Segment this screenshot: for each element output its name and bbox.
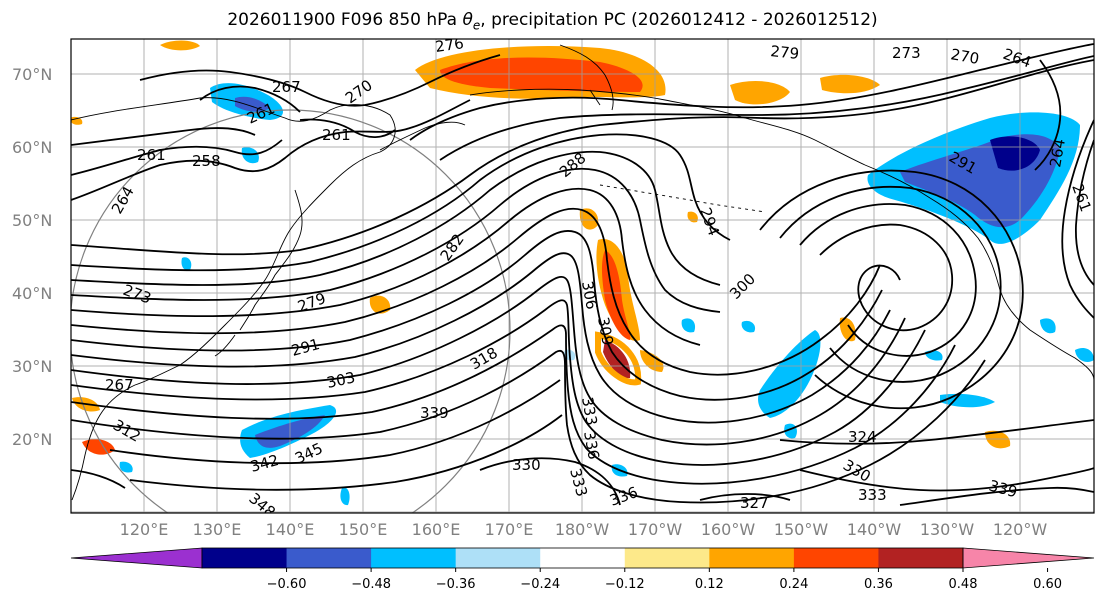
colorbar-cell xyxy=(709,548,795,568)
colorbar-outline xyxy=(201,547,964,569)
latitude-labels: 70°N 60°N 50°N 40°N 30°N 20°N xyxy=(12,65,52,449)
contour-label-261-w: 261 xyxy=(137,146,166,164)
contour-label-327: 327 xyxy=(740,494,769,512)
colorbar-tick-label: −0.24 xyxy=(520,577,560,592)
lon-label-120e: 120°E xyxy=(120,520,169,539)
lon-label-150w: 150°W xyxy=(774,520,829,539)
lon-label-170e: 170°E xyxy=(485,520,534,539)
colorbar-tick-label: −0.60 xyxy=(267,577,307,592)
map-title: 2026011900 F096 850 hPa θe, precipitatio… xyxy=(0,10,1105,32)
lon-label-120w: 120°W xyxy=(993,520,1048,539)
contour-label-339: 339 xyxy=(420,404,449,422)
lon-label-160e: 160°E xyxy=(412,520,461,539)
contour-label-264-e: 264 xyxy=(1046,137,1069,168)
lon-label-130w: 130°W xyxy=(920,520,975,539)
contour-label-258: 258 xyxy=(192,152,221,170)
lon-label-150e: 150°E xyxy=(339,520,388,539)
title-prefix: 2026011900 F096 850 hPa xyxy=(227,10,463,30)
title-theta: θe xyxy=(462,10,481,33)
lon-label-130e: 130°E xyxy=(193,520,242,539)
contour-label-309: 309 xyxy=(594,316,617,347)
colorbar-cell xyxy=(371,548,457,568)
map-frame xyxy=(70,38,1095,514)
lon-label-140e: 140°E xyxy=(266,520,315,539)
colorbar-cell xyxy=(793,548,879,568)
colorbar-cells xyxy=(70,547,1095,569)
colorbar-cell xyxy=(286,548,372,568)
colorbar-cell xyxy=(540,548,626,568)
contour-label-303: 303 xyxy=(325,368,357,392)
contour-label-324: 324 xyxy=(848,428,877,446)
colorbar-tick-label: 0.48 xyxy=(949,577,978,592)
contour-label-261-c: 261 xyxy=(322,126,351,144)
contour-label-270-ne: 270 xyxy=(949,45,980,68)
contour-label-330-s: 330 xyxy=(512,456,541,474)
colorbar-ticks: −0.60 −0.48 −0.36 −0.24 −0.12 0.12 0.24 0.36 0.4… xyxy=(267,568,1062,592)
colorbar-extend-low xyxy=(70,547,203,569)
lat-label-60n: 60°N xyxy=(12,138,52,157)
precip-positive xyxy=(71,40,1011,455)
contour-label-276: 276 xyxy=(434,34,465,56)
colorbar-tick-label: −0.36 xyxy=(436,577,476,592)
lat-label-50n: 50°N xyxy=(12,211,52,230)
colorbar-tick-label: −0.12 xyxy=(605,577,645,592)
lat-label-20n: 20°N xyxy=(12,430,52,449)
contour-label-333-c: 333 xyxy=(578,396,601,427)
colorbar-cell xyxy=(202,548,288,568)
colorbar: −0.60 −0.48 −0.36 −0.24 −0.12 0.12 0.24 0.36 0.4… xyxy=(70,547,1095,592)
contour-label-279: 279 xyxy=(770,42,800,63)
lat-label-70n: 70°N xyxy=(12,65,52,84)
lon-label-160w: 160°W xyxy=(701,520,756,539)
colorbar-tick-label: −0.48 xyxy=(351,577,391,592)
lat-label-30n: 30°N xyxy=(12,357,52,376)
lon-label-140w: 140°W xyxy=(847,520,902,539)
theta-e-contours xyxy=(71,43,1094,506)
graticule xyxy=(71,39,1094,513)
colorbar-tick-label: 0.36 xyxy=(864,577,893,592)
map-content: 276 279 273 270 264 267 270 261 261 258 … xyxy=(71,34,1094,513)
contour-label-336-c: 336 xyxy=(580,430,603,461)
colorbar-cell xyxy=(455,548,541,568)
contour-label-333-e: 333 xyxy=(858,486,887,504)
contour-label-297: 267 xyxy=(105,376,134,394)
title-suffix: , precipitation PC (2026012412 - 2026012… xyxy=(480,10,878,30)
lon-label-180w: 180°W xyxy=(555,520,610,539)
colorbar-cell xyxy=(624,548,710,568)
lon-label-170w: 170°W xyxy=(628,520,683,539)
colorbar-cell xyxy=(878,548,964,568)
colorbar-extend-high xyxy=(962,547,1095,569)
contour-label-267: 267 xyxy=(272,78,301,96)
colorbar-tick-label: 0.24 xyxy=(779,577,808,592)
contour-label-306: 306 xyxy=(578,280,601,311)
longitude-labels: 120°E 130°E 140°E 150°E 160°E 170°E 180°… xyxy=(120,520,1048,539)
range-circle xyxy=(71,109,511,513)
contour-label-273: 273 xyxy=(892,44,921,62)
lat-label-40n: 40°N xyxy=(12,284,52,303)
colorbar-tick-label: 0.60 xyxy=(1033,577,1062,592)
colorbar-tick-label: 0.12 xyxy=(695,577,724,592)
